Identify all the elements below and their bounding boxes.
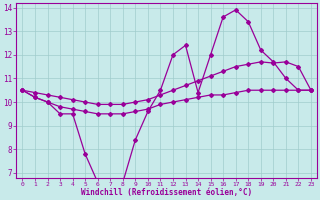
X-axis label: Windchill (Refroidissement éolien,°C): Windchill (Refroidissement éolien,°C) xyxy=(81,188,252,197)
